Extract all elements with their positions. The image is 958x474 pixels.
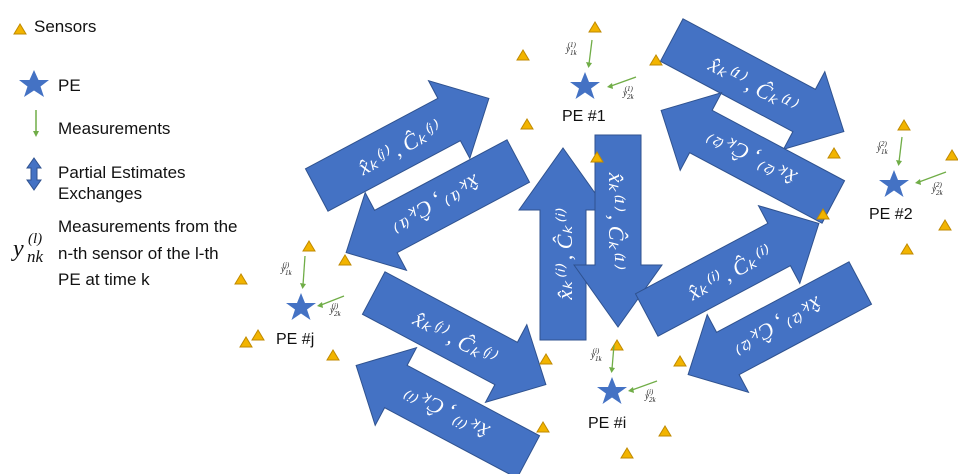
exchange-arrows: x̂ₖ⁽¹⁾ , Ĉₖ⁽¹⁾ x̂ₖ⁽²⁾ , Ĉₖ⁽²⁾ x̂ₖ⁽ʲ⁾ , Ĉ… bbox=[304, 18, 873, 474]
pe-node-1: y1k(1) y2k(1) PE #1 bbox=[562, 39, 637, 125]
pe-star-icon bbox=[879, 170, 909, 197]
arrow-pei-to-pe2: x̂ₖ⁽ⁱ⁾ , Ĉₖ⁽ⁱ⁾ bbox=[634, 204, 820, 337]
star-legend-icon bbox=[19, 70, 49, 97]
svg-text:y2k(i): y2k(i) bbox=[644, 388, 657, 404]
measurement-legend-icon bbox=[33, 110, 39, 137]
pe-label: PE #1 bbox=[562, 108, 606, 125]
legend-exchanges-line1: Partial Estimates bbox=[58, 163, 186, 182]
sensor-marker bbox=[326, 349, 340, 361]
svg-text:nk: nk bbox=[27, 247, 44, 266]
pe-label: PE #i bbox=[588, 415, 626, 432]
svg-text:x̂ₖ⁽ⁱ⁾ , Ĉₖ⁽ⁱ⁾: x̂ₖ⁽ⁱ⁾ , Ĉₖ⁽ⁱ⁾ bbox=[552, 208, 577, 301]
sensor-marker bbox=[649, 54, 663, 66]
svg-text:(l): (l) bbox=[28, 231, 42, 247]
legend: Sensors PE Measurements Partial Estimate… bbox=[11, 17, 238, 289]
arrow-pei-to-pe1: x̂ₖ⁽ⁱ⁾ , Ĉₖ⁽ⁱ⁾ bbox=[518, 147, 608, 341]
arrow-pei-to-pej: x̂ₖ⁽ⁱ⁾ , Ĉₖ⁽ⁱ⁾ bbox=[355, 346, 541, 474]
pe-star-icon bbox=[597, 377, 627, 404]
pe-node-2: y1k(2) y2k(2) PE #2 bbox=[869, 136, 947, 223]
legend-notation-line1: Measurements from the bbox=[58, 217, 238, 236]
pe-node-i: y1k(i) y2k(i) PE #i bbox=[588, 344, 658, 432]
sensor-marker bbox=[302, 240, 316, 252]
svg-text:y1k(2): y1k(2) bbox=[876, 140, 889, 156]
legend-exchanges-line2: Exchanges bbox=[58, 184, 142, 203]
pe-node-j: y1k(j) y2k(j) PE #j bbox=[276, 255, 345, 348]
sensor-marker bbox=[239, 336, 253, 348]
sensor-marker bbox=[520, 118, 534, 130]
legend-notation-line3: PE at time k bbox=[58, 270, 150, 289]
svg-text:y2k(2): y2k(2) bbox=[931, 181, 944, 197]
sensor-marker bbox=[536, 421, 550, 433]
pe-label: PE #2 bbox=[869, 206, 913, 223]
sensor-marker bbox=[897, 119, 911, 131]
sensor-legend-icon bbox=[13, 23, 27, 35]
svg-text:y1k(1): y1k(1) bbox=[565, 41, 578, 57]
svg-text:y1k(i): y1k(i) bbox=[590, 347, 603, 363]
sensors bbox=[234, 21, 958, 459]
measurement-arrow bbox=[588, 39, 637, 87]
sensor-marker bbox=[900, 243, 914, 255]
pe-star-icon bbox=[570, 72, 600, 99]
legend-measurements-label: Measurements bbox=[58, 119, 170, 138]
sensor-marker bbox=[658, 425, 672, 437]
sensor-marker bbox=[816, 208, 830, 220]
sensor-marker bbox=[251, 329, 265, 341]
svg-text:y1k(j): y1k(j) bbox=[280, 261, 293, 277]
sensor-marker bbox=[588, 21, 602, 33]
exchange-legend-icon bbox=[26, 157, 42, 191]
svg-text:y2k(j): y2k(j) bbox=[329, 302, 342, 318]
svg-text:y: y bbox=[11, 236, 24, 262]
sensor-marker bbox=[539, 353, 553, 365]
sensor-marker bbox=[590, 151, 604, 163]
sensor-marker bbox=[827, 147, 841, 159]
pe-star-icon bbox=[286, 293, 316, 320]
pe-label: PE #j bbox=[276, 331, 314, 348]
sensor-marker bbox=[234, 273, 248, 285]
sensor-marker bbox=[620, 447, 634, 459]
sensor-marker bbox=[338, 254, 352, 266]
svg-text:x̂ₖ⁽¹⁾ , Ĉₖ⁽¹⁾: x̂ₖ⁽¹⁾ , Ĉₖ⁽¹⁾ bbox=[604, 172, 629, 270]
sensor-marker bbox=[945, 149, 958, 161]
legend-notation-line2: n-th sensor of the l-th bbox=[58, 244, 219, 263]
sensor-marker bbox=[516, 49, 530, 61]
sensor-marker bbox=[938, 219, 952, 231]
sensor-marker bbox=[673, 355, 687, 367]
legend-pe-label: PE bbox=[58, 76, 81, 95]
legend-sensors-label: Sensors bbox=[34, 17, 96, 36]
notation-symbol: y nk (l) bbox=[11, 231, 44, 266]
svg-text:y2k(1): y2k(1) bbox=[622, 85, 635, 101]
sensor-marker bbox=[610, 339, 624, 351]
